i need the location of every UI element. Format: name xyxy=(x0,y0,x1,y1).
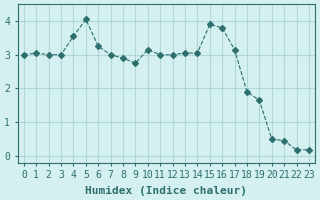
X-axis label: Humidex (Indice chaleur): Humidex (Indice chaleur) xyxy=(85,186,247,196)
